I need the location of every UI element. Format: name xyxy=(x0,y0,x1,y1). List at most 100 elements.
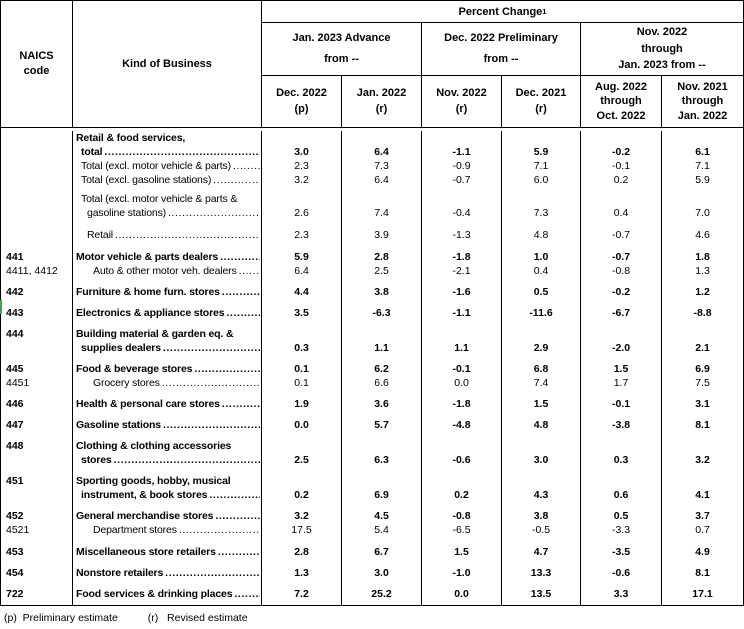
percent-value: -0.2 xyxy=(611,146,631,158)
percent-value: -1.0 xyxy=(452,567,471,579)
percent-value: 6.9 xyxy=(374,489,389,501)
kind-of-business-cell: Miscellaneous store retailers xyxy=(73,537,262,559)
naics-code-cell: 443 xyxy=(1,299,73,320)
value-cell: 1.7 xyxy=(581,376,662,390)
percent-value: -3.8 xyxy=(611,419,631,431)
naics-code-cell: 445 xyxy=(1,355,73,376)
dot-leader xyxy=(220,250,260,264)
value-cell: 2.8 xyxy=(342,242,422,264)
percent-value: 1.7 xyxy=(613,377,629,389)
column-group-row: Jan. 2023 Advance from -- Dec. 2022 Prel… xyxy=(262,23,743,76)
value-cell: -0.2 xyxy=(581,278,662,299)
table-row: 444 Building material & garden eq. & suppl… xyxy=(1,320,743,355)
percent-value: -2.1 xyxy=(452,265,471,277)
business-label: Furniture & home furn. stores xyxy=(76,286,220,298)
percent-value: 4.8 xyxy=(533,229,549,241)
naics-code-cell: 4411, 4412 xyxy=(1,264,73,278)
value-cell: -0.1 xyxy=(581,390,662,411)
value-cell: 0.4 xyxy=(581,187,662,220)
business-label-line: Health & personal care stores xyxy=(73,397,261,411)
kind-of-business-cell: Gasoline stations xyxy=(73,411,262,432)
value-cell: 0.2 xyxy=(422,467,502,502)
value-cell: 2.6 xyxy=(262,187,342,220)
percent-value: 17.1 xyxy=(692,588,713,600)
percent-value: 6.2 xyxy=(374,363,389,375)
percent-value: -0.4 xyxy=(452,207,471,219)
column-header-dec-2021-r: Dec. 2021 (r) xyxy=(502,76,581,127)
kind-of-business-cell: Grocery stores xyxy=(73,376,262,390)
dot-leader xyxy=(222,285,260,299)
value-cell: 3.5 xyxy=(262,299,342,320)
percent-value: 6.3 xyxy=(374,454,389,466)
value-cell: 3.1 xyxy=(662,390,743,411)
table-row: 454 Nonstore retailers 1.3 3.0 -1.0 13.3 -0.6 8… xyxy=(1,559,743,580)
business-label: Miscellaneous store retailers xyxy=(76,546,216,558)
percent-value: 0.0 xyxy=(294,419,309,431)
header-line: Nov. 2022 xyxy=(436,87,487,99)
value-cell: 4.5 xyxy=(342,502,422,523)
value-cell xyxy=(422,601,502,605)
percent-value: -2.0 xyxy=(611,342,631,354)
percent-value: 3.1 xyxy=(695,398,710,410)
table-row: Total (excl. motor vehicle & parts) 2.3 7.… xyxy=(1,159,743,173)
percent-value: 2.5 xyxy=(374,265,389,277)
percent-value: -11.6 xyxy=(529,307,553,319)
percent-value: 2.5 xyxy=(294,454,309,466)
table-row: 4451 Grocery stores 0.1 6.6 0.0 7.4 1.7 7.5 xyxy=(1,376,743,390)
kind-of-business-header: Kind of Business xyxy=(73,1,262,127)
percent-change-section: Percent Change 1 Jan. 2023 Advance from -… xyxy=(262,1,743,127)
naics-code-cell: 452 xyxy=(1,502,73,523)
business-label-line: Furniture & home furn. stores xyxy=(73,285,261,299)
kind-of-business-cell: Sporting goods, hobby, musical instrument… xyxy=(73,467,262,502)
percent-value: -6.3 xyxy=(372,307,391,319)
percent-value: 6.4 xyxy=(374,174,389,186)
percent-value: 0.4 xyxy=(533,265,549,277)
value-cell: 0.6 xyxy=(581,467,662,502)
business-label-line: Auto & other motor veh. dealers xyxy=(73,264,261,278)
value-cell: 3.9 xyxy=(342,220,422,242)
percent-value: -4.8 xyxy=(452,419,471,431)
value-cell: 0.3 xyxy=(581,432,662,467)
dot-leader xyxy=(239,264,260,278)
value-cell: 3.2 xyxy=(262,502,342,523)
percent-value: 2.9 xyxy=(533,342,549,354)
kind-of-business-cell: Retail xyxy=(73,220,262,242)
naics-code: 443 xyxy=(6,307,24,319)
business-label: total xyxy=(81,146,103,158)
percent-value: -0.7 xyxy=(611,229,631,241)
dot-leader xyxy=(233,159,260,173)
value-cell: -1.3 xyxy=(422,220,502,242)
value-cell: -8.8 xyxy=(662,299,743,320)
percent-value: 4.4 xyxy=(294,286,309,298)
value-cell: 3.7 xyxy=(662,502,743,523)
value-cell: 0.5 xyxy=(581,502,662,523)
value-cell: -0.1 xyxy=(422,355,502,376)
kind-of-business-cell: Motor vehicle & parts dealers xyxy=(73,242,262,264)
value-cell: 5.9 xyxy=(662,173,743,187)
value-cell: -0.4 xyxy=(422,187,502,220)
business-label: General merchandise stores xyxy=(76,510,214,522)
percent-value: 1.1 xyxy=(454,342,469,354)
header-line: from -- xyxy=(483,53,519,66)
value-cell: 3.2 xyxy=(662,432,743,467)
kind-of-business-cell: General merchandise stores xyxy=(73,502,262,523)
percent-value: 7.4 xyxy=(533,377,549,389)
percent-value: -0.8 xyxy=(611,265,631,277)
percent-value: 1.9 xyxy=(294,398,309,410)
business-label: Auto & other motor veh. dealers xyxy=(93,265,237,277)
business-label-line: Total (excl. motor vehicle & parts) xyxy=(73,159,261,173)
column-header-jan-2022-r: Jan. 2022 (r) xyxy=(342,76,422,127)
percent-value: 3.2 xyxy=(695,454,710,466)
naics-code-cell xyxy=(1,173,73,187)
value-cell xyxy=(581,601,662,605)
naics-code: 4451 xyxy=(6,377,30,389)
naics-code-cell: 4521 xyxy=(1,523,73,537)
value-cell: 3.8 xyxy=(342,278,422,299)
naics-code: 4521 xyxy=(6,524,30,536)
business-label-line: Department stores xyxy=(73,523,261,537)
naics-code-cell: 444 xyxy=(1,320,73,355)
table-row: 445 Food & beverage stores 0.1 6.2 -0.1 6.8 1.… xyxy=(1,355,743,376)
business-label-line: Miscellaneous store retailers xyxy=(73,545,261,559)
table-row: 4521 Department stores 17.5 5.4 -6.5 -0.5 -3.3… xyxy=(1,523,743,537)
value-cell: -1.8 xyxy=(422,242,502,264)
